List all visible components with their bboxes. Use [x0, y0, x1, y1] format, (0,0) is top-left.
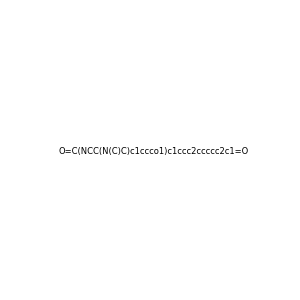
Text: O=C(NCC(N(C)C)c1ccco1)c1ccc2ccccc2c1=O: O=C(NCC(N(C)C)c1ccco1)c1ccc2ccccc2c1=O: [58, 147, 249, 156]
